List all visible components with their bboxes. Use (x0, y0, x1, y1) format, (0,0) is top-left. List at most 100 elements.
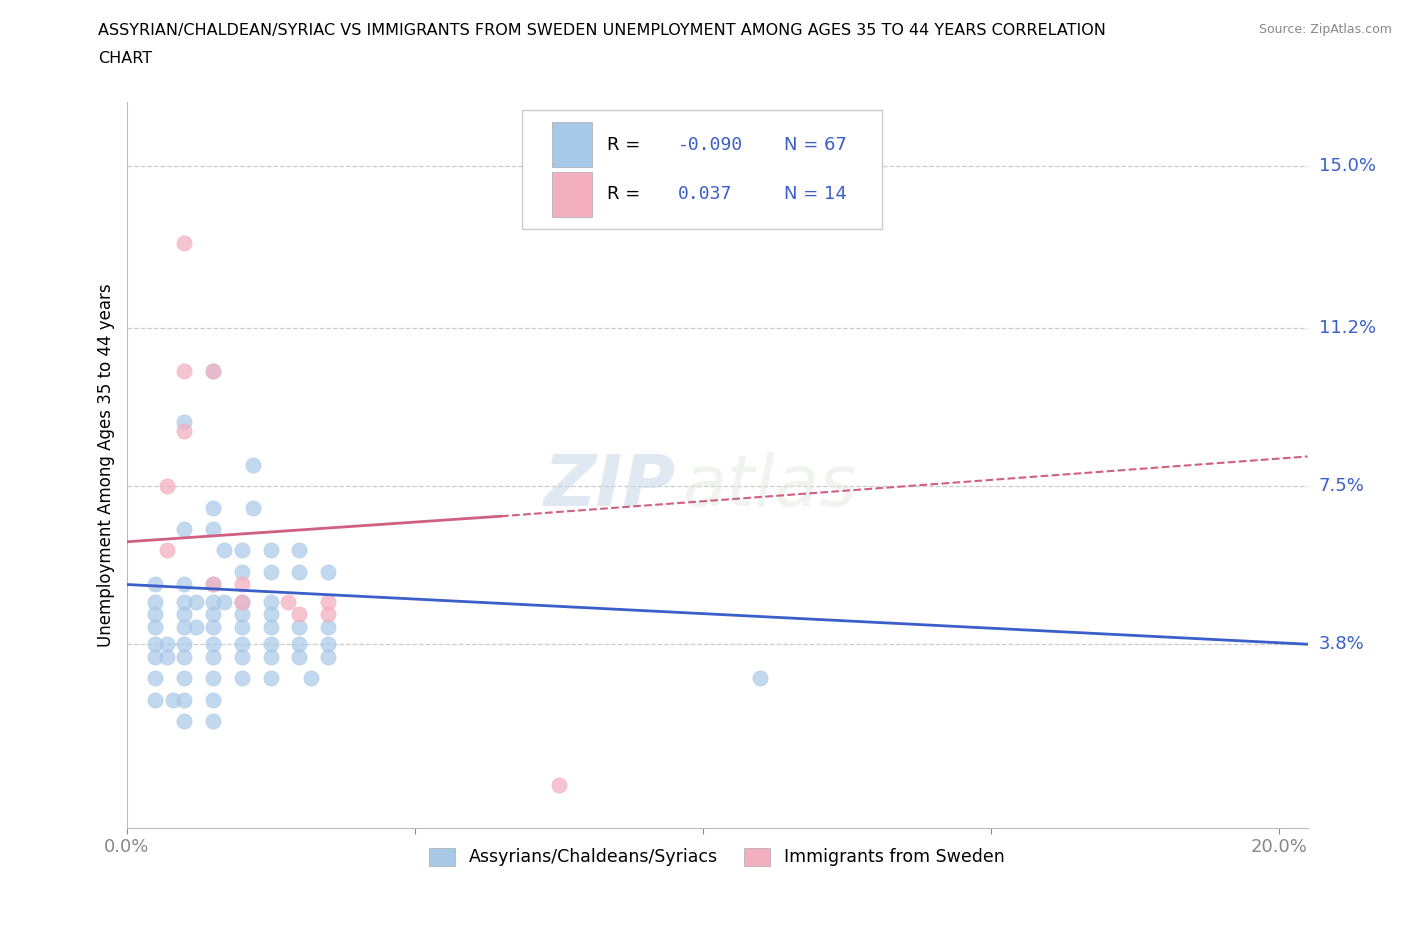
Text: atlas: atlas (682, 452, 856, 521)
Point (288, 637, 311, 652)
Point (201, 607, 224, 622)
Point (231, 607, 253, 622)
Text: 11.2%: 11.2% (1319, 319, 1376, 338)
Point (201, 522, 224, 537)
Text: 15.0%: 15.0% (1319, 157, 1375, 176)
Point (231, 565, 253, 579)
Point (173, 415, 195, 430)
Point (231, 671, 253, 685)
Point (173, 692, 195, 707)
Point (173, 235, 195, 250)
Point (288, 649, 311, 664)
Point (201, 649, 224, 664)
Text: 7.5%: 7.5% (1319, 477, 1365, 496)
Point (201, 671, 224, 685)
Point (259, 619, 281, 634)
Point (316, 649, 339, 664)
Text: 0.037: 0.037 (678, 185, 733, 203)
Point (173, 423, 195, 438)
Point (299, 671, 322, 685)
Point (184, 594, 207, 609)
Point (201, 577, 224, 591)
FancyBboxPatch shape (551, 122, 592, 167)
Text: R =: R = (607, 185, 652, 203)
Point (231, 637, 253, 652)
Point (259, 649, 281, 664)
Point (242, 458, 264, 472)
Point (143, 692, 166, 707)
Point (288, 607, 311, 622)
Point (749, 671, 772, 685)
Point (143, 577, 166, 591)
Point (288, 619, 311, 634)
FancyBboxPatch shape (522, 110, 883, 230)
Point (173, 637, 195, 652)
Point (201, 692, 224, 707)
Text: ZIP: ZIP (544, 452, 676, 521)
Point (156, 543, 179, 558)
Point (259, 565, 281, 579)
Point (231, 594, 253, 609)
Legend: Assyrians/Chaldeans/Syriacs, Immigrants from Sweden: Assyrians/Chaldeans/Syriacs, Immigrants … (422, 841, 1012, 873)
Point (162, 692, 184, 707)
Point (231, 594, 253, 609)
Point (173, 364, 195, 379)
Point (143, 649, 166, 664)
Point (259, 594, 281, 609)
Point (231, 577, 253, 591)
Point (316, 565, 339, 579)
Point (143, 637, 166, 652)
Point (173, 713, 195, 728)
Point (201, 713, 224, 728)
Point (231, 619, 253, 634)
Point (214, 594, 236, 609)
Point (316, 637, 339, 652)
Point (214, 543, 236, 558)
Point (143, 607, 166, 622)
Point (173, 577, 195, 591)
Point (288, 565, 311, 579)
Point (547, 777, 569, 792)
Point (201, 364, 224, 379)
Point (259, 543, 281, 558)
Point (156, 637, 179, 652)
Point (201, 594, 224, 609)
Point (231, 543, 253, 558)
Y-axis label: Unemployment Among Ages 35 to 44 years: Unemployment Among Ages 35 to 44 years (97, 284, 115, 646)
Text: N = 14: N = 14 (785, 185, 848, 203)
Point (316, 594, 339, 609)
Text: Source: ZipAtlas.com: Source: ZipAtlas.com (1258, 23, 1392, 36)
Text: N = 67: N = 67 (785, 136, 848, 153)
Text: -0.090: -0.090 (678, 136, 744, 153)
Point (201, 637, 224, 652)
Point (316, 619, 339, 634)
Point (201, 577, 224, 591)
Point (173, 607, 195, 622)
Point (201, 619, 224, 634)
Point (143, 671, 166, 685)
Point (259, 637, 281, 652)
Point (173, 649, 195, 664)
Text: ASSYRIAN/CHALDEAN/SYRIAC VS IMMIGRANTS FROM SWEDEN UNEMPLOYMENT AMONG AGES 35 TO: ASSYRIAN/CHALDEAN/SYRIAC VS IMMIGRANTS F… (98, 23, 1107, 38)
Point (173, 671, 195, 685)
Point (242, 500, 264, 515)
Point (277, 594, 299, 609)
Point (231, 649, 253, 664)
Point (143, 619, 166, 634)
Point (173, 522, 195, 537)
Point (156, 479, 179, 494)
Point (184, 619, 207, 634)
FancyBboxPatch shape (551, 172, 592, 217)
Point (156, 649, 179, 664)
Point (173, 619, 195, 634)
Point (201, 364, 224, 379)
Point (173, 594, 195, 609)
Text: R =: R = (607, 136, 647, 153)
Point (259, 607, 281, 622)
Text: 3.8%: 3.8% (1319, 635, 1364, 653)
Text: CHART: CHART (98, 51, 152, 66)
Point (316, 607, 339, 622)
Point (288, 543, 311, 558)
Point (201, 500, 224, 515)
Point (143, 594, 166, 609)
